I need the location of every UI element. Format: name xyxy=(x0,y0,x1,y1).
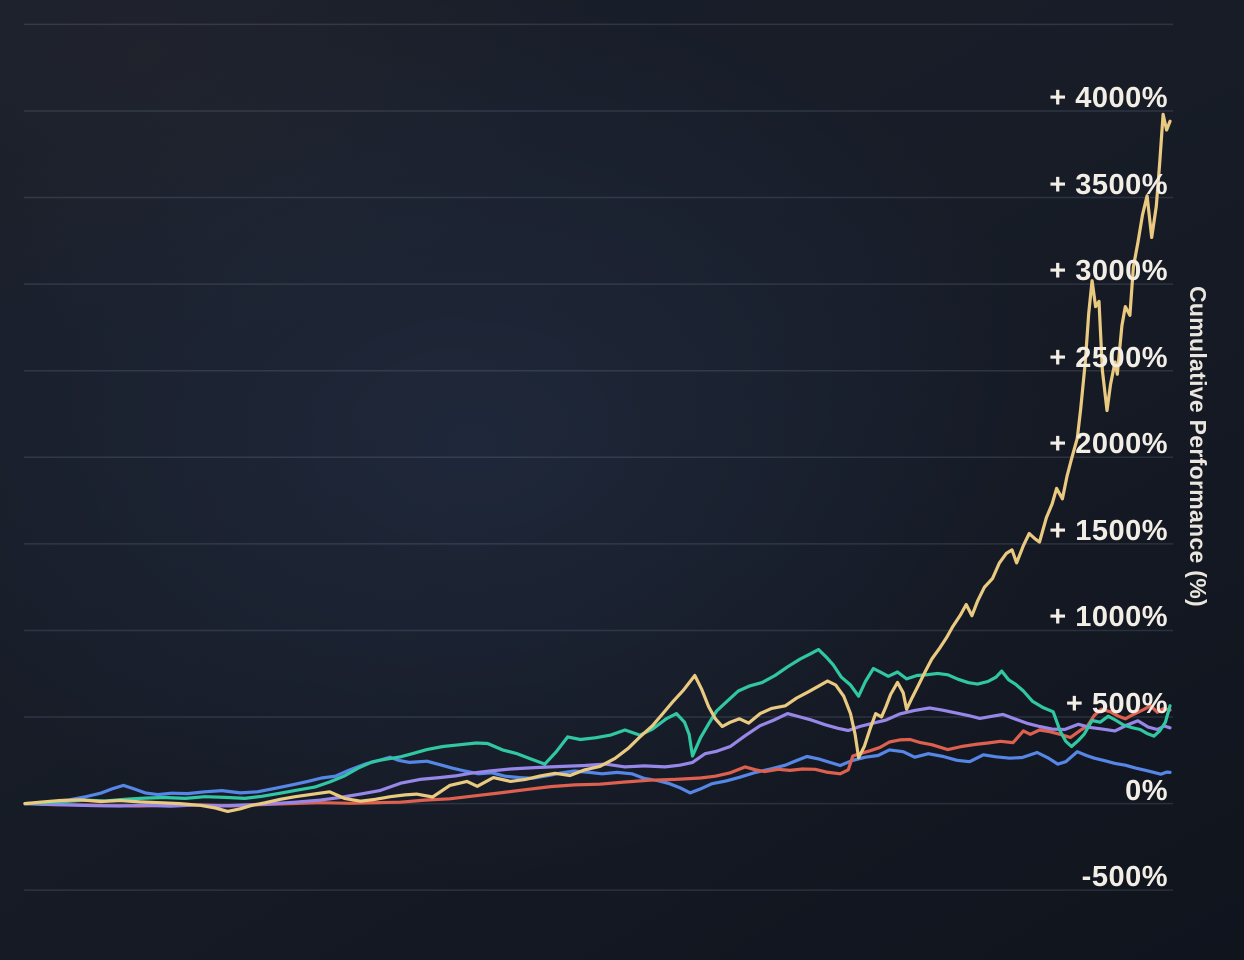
y-tick-label: + 4000% xyxy=(1049,81,1168,114)
y-tick-label: -500% xyxy=(1081,861,1168,894)
y-tick-label: + 3500% xyxy=(1049,168,1168,201)
y-tick-label: + 500% xyxy=(1065,688,1168,721)
series-purple-line xyxy=(23,706,1172,808)
y-tick-label: + 2000% xyxy=(1049,428,1168,461)
series-red-line xyxy=(23,704,1172,808)
y-tick-label: + 2500% xyxy=(1049,341,1168,374)
series-teal-line xyxy=(23,647,1172,806)
y-tick-label: + 3000% xyxy=(1049,255,1168,288)
y-axis-title: Cumulative Performance (%) xyxy=(1185,286,1211,607)
series-gold-line xyxy=(23,112,1172,814)
series-blue-line xyxy=(23,748,1172,806)
y-tick-label: + 1500% xyxy=(1049,514,1168,547)
y-tick-label: + 1000% xyxy=(1049,601,1168,634)
y-tick-label: 0% xyxy=(1125,774,1168,807)
